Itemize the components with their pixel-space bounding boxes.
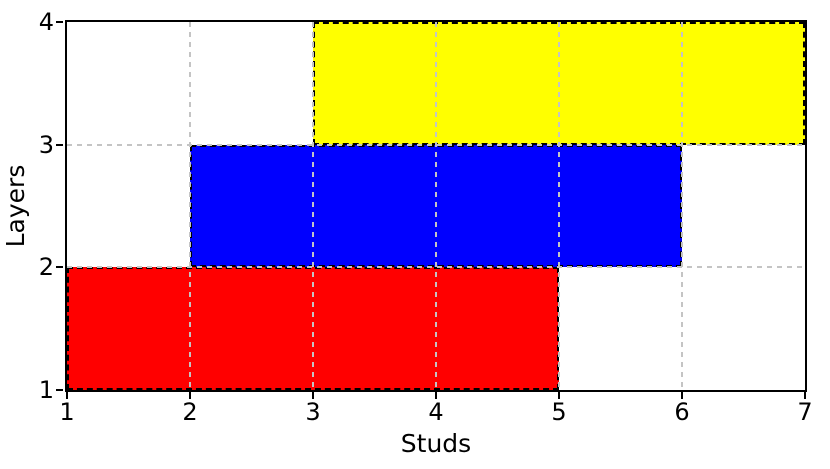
y-tick	[56, 266, 63, 269]
x-tick	[66, 392, 68, 399]
y-tick	[56, 143, 63, 146]
x-tick-label: 5	[551, 398, 567, 426]
x-tick	[189, 392, 191, 399]
plot-area	[65, 20, 807, 392]
x-grid-line	[558, 22, 560, 390]
y-tick-label: 2	[38, 253, 54, 282]
y-tick	[56, 389, 63, 391]
y-tick-label: 1	[38, 376, 54, 404]
x-grid-line	[435, 22, 437, 390]
x-axis-label: Studs	[400, 429, 472, 458]
x-grid-line	[189, 22, 191, 390]
x-tick	[681, 392, 683, 399]
x-tick-label: 4	[428, 398, 444, 426]
x-tick	[804, 392, 806, 399]
x-tick	[435, 392, 437, 399]
y-tick	[56, 21, 63, 23]
x-tick-label: 6	[674, 398, 690, 426]
x-grid-line	[681, 22, 683, 390]
y-grid-line	[67, 143, 805, 146]
x-grid-line	[312, 22, 314, 390]
x-tick-label: 1	[59, 398, 75, 426]
x-tick-label: 3	[305, 398, 321, 426]
x-tick-label: 7	[797, 398, 813, 426]
x-tick	[558, 392, 560, 399]
x-tick	[312, 392, 314, 399]
x-tick-label: 2	[182, 398, 198, 426]
y-axis-label: Layers	[1, 164, 30, 248]
y-tick-label: 4	[38, 8, 54, 36]
y-grid-line	[67, 266, 805, 269]
y-tick-label: 3	[38, 130, 54, 159]
